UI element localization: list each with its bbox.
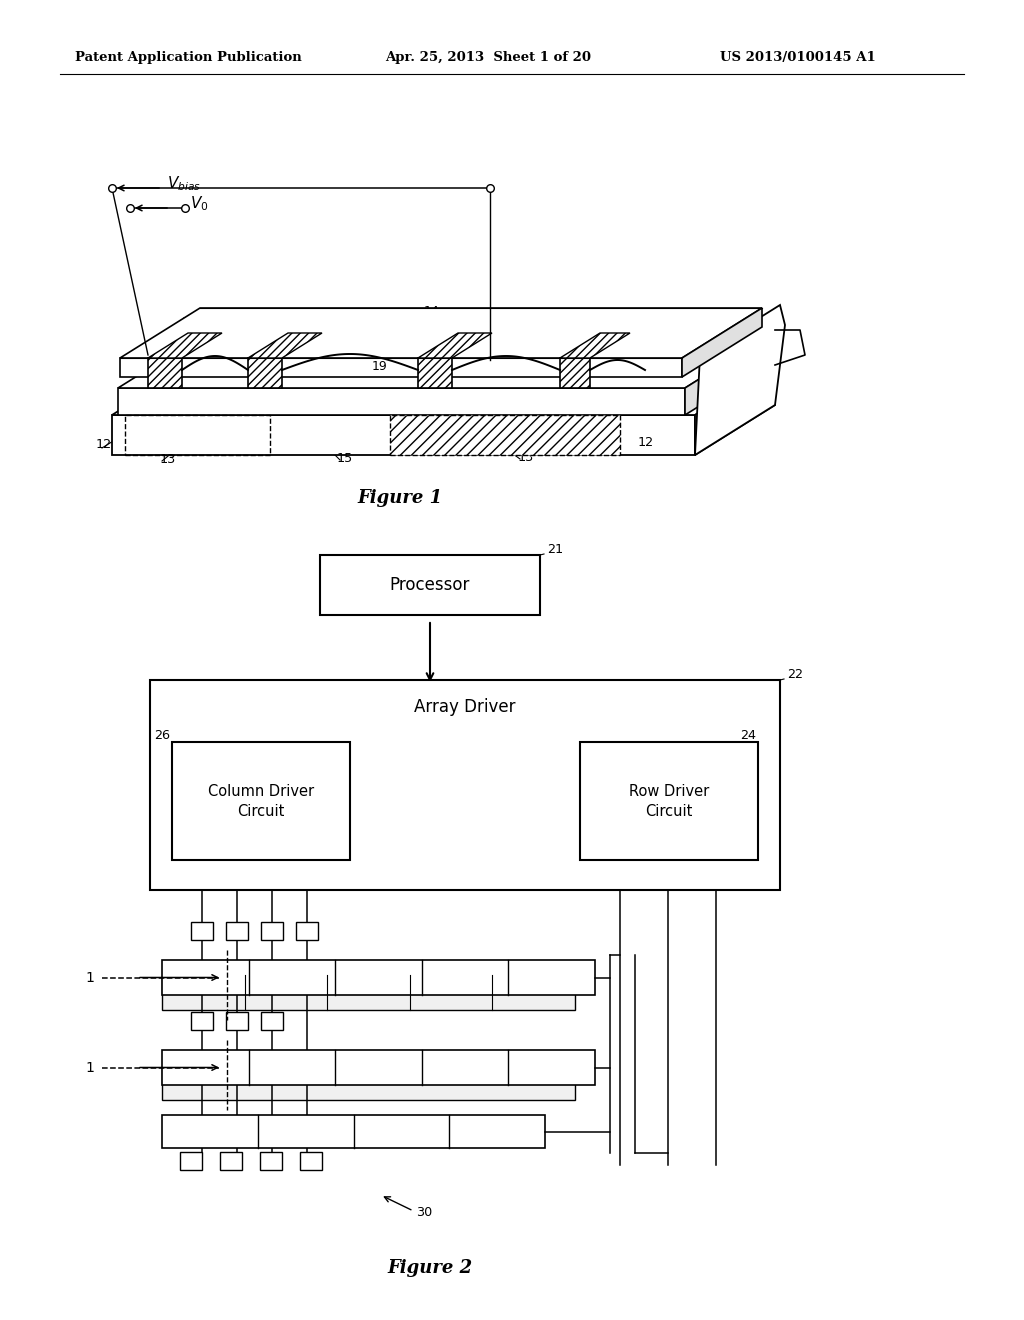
Text: 26: 26 (154, 729, 170, 742)
Polygon shape (685, 338, 765, 414)
Bar (226, 921, 248, 940)
Polygon shape (120, 358, 682, 378)
Text: 16: 16 (470, 308, 485, 321)
Bar (180, 1152, 202, 1170)
Text: 6A: 6A (406, 378, 423, 391)
Text: 21: 21 (547, 543, 563, 556)
Text: 14: 14 (424, 305, 439, 318)
Text: $V_0$: $V_0$ (190, 194, 209, 213)
Text: 20: 20 (718, 380, 734, 393)
Bar (150, 680, 780, 890)
Polygon shape (695, 366, 775, 455)
Text: 15: 15 (337, 451, 353, 465)
Polygon shape (118, 388, 685, 414)
Text: Patent Application Publication: Patent Application Publication (75, 51, 302, 65)
Text: 22: 22 (787, 668, 803, 681)
Text: Figure 1: Figure 1 (357, 488, 442, 507)
Bar (162, 1115, 545, 1148)
Text: 1: 1 (85, 1060, 94, 1074)
Polygon shape (148, 358, 182, 388)
Bar (162, 1049, 595, 1085)
Polygon shape (560, 333, 630, 358)
Text: $V_{bias}$: $V_{bias}$ (167, 174, 201, 193)
Bar (191, 921, 213, 940)
Text: 30: 30 (417, 1206, 433, 1220)
Text: 13: 13 (518, 451, 535, 465)
Text: 16: 16 (302, 310, 317, 323)
Text: 19: 19 (372, 359, 388, 372)
Text: 14: 14 (262, 310, 278, 323)
Text: Apr. 25, 2013  Sheet 1 of 20: Apr. 25, 2013 Sheet 1 of 20 (385, 51, 591, 65)
Text: 6A: 6A (155, 381, 173, 395)
Polygon shape (682, 308, 762, 378)
Text: 24: 24 (740, 729, 756, 742)
Text: Array Driver: Array Driver (415, 698, 516, 715)
Bar (260, 1152, 282, 1170)
Text: US 2013/0100145 A1: US 2013/0100145 A1 (720, 51, 876, 65)
Text: Figure 2: Figure 2 (387, 1259, 472, 1276)
Bar (580, 742, 758, 861)
Text: 18: 18 (555, 310, 570, 323)
Polygon shape (248, 333, 322, 358)
Polygon shape (695, 305, 785, 455)
Polygon shape (118, 338, 765, 388)
Text: 18: 18 (332, 308, 348, 321)
Bar (261, 1012, 283, 1030)
Bar (172, 742, 350, 861)
Bar (162, 960, 595, 995)
Polygon shape (248, 358, 282, 388)
Polygon shape (418, 358, 452, 388)
Text: 1: 1 (85, 970, 94, 985)
Text: Row Driver: Row Driver (629, 784, 710, 800)
Text: 13: 13 (160, 453, 176, 466)
Text: Circuit: Circuit (238, 804, 285, 818)
Polygon shape (390, 414, 620, 455)
Text: 12: 12 (96, 438, 112, 451)
Bar (226, 1012, 248, 1030)
Polygon shape (560, 358, 590, 388)
Polygon shape (418, 333, 492, 358)
Bar (191, 1012, 213, 1030)
Text: Column Driver: Column Driver (208, 784, 314, 800)
Bar (296, 921, 318, 940)
Polygon shape (120, 308, 762, 358)
Text: Circuit: Circuit (645, 804, 692, 818)
Bar (162, 975, 575, 1010)
Bar (319, 554, 540, 615)
Bar (300, 1152, 322, 1170)
Polygon shape (148, 333, 222, 358)
Text: 18: 18 (182, 315, 198, 329)
Bar (261, 921, 283, 940)
Polygon shape (112, 414, 695, 455)
Bar (220, 1152, 242, 1170)
Polygon shape (112, 366, 775, 414)
Text: Processor: Processor (390, 576, 470, 594)
Bar (162, 1065, 575, 1100)
Text: 12: 12 (638, 436, 654, 449)
